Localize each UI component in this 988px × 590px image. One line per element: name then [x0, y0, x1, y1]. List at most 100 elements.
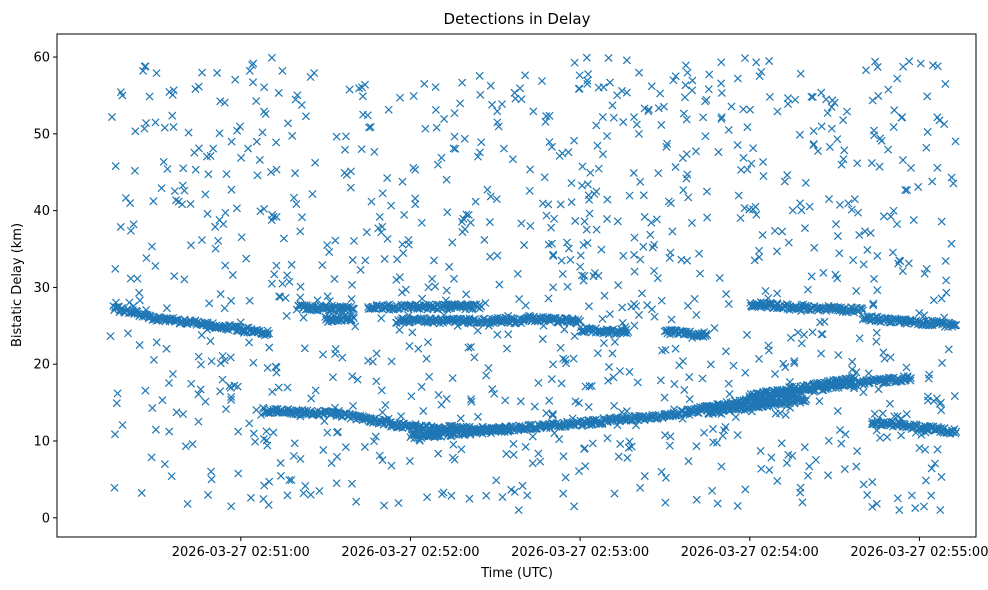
data-point — [133, 274, 142, 283]
data-point — [194, 417, 203, 426]
data-point — [323, 292, 332, 301]
data-point — [116, 222, 125, 231]
data-point — [734, 191, 743, 200]
data-point — [727, 102, 736, 111]
data-point — [162, 344, 171, 353]
data-point — [126, 226, 135, 235]
data-point — [600, 291, 609, 300]
data-point — [941, 257, 950, 266]
data-point — [308, 190, 317, 199]
data-point — [221, 261, 230, 270]
data-point — [323, 428, 332, 437]
data-point — [692, 310, 701, 319]
data-point — [795, 130, 804, 139]
data-point — [482, 491, 491, 500]
data-point — [213, 68, 222, 77]
data-point — [752, 210, 761, 219]
data-point — [378, 189, 387, 198]
data-point — [211, 244, 220, 253]
data-point — [783, 94, 793, 103]
data-point — [148, 404, 157, 413]
data-point — [205, 299, 214, 308]
data-point — [548, 411, 557, 420]
data-point — [872, 337, 881, 346]
data-point — [634, 129, 643, 138]
data-point — [417, 382, 426, 391]
data-point — [423, 493, 432, 502]
data-point — [456, 414, 465, 423]
data-point — [340, 145, 350, 154]
data-point — [263, 363, 272, 372]
data-point — [598, 113, 607, 122]
data-point — [167, 472, 176, 481]
data-point — [293, 91, 302, 100]
data-point — [923, 127, 932, 136]
data-point — [640, 212, 649, 221]
data-point — [112, 399, 121, 408]
data-point — [604, 362, 614, 371]
data-point — [688, 76, 697, 85]
data-point — [395, 325, 404, 334]
data-point — [366, 123, 375, 132]
data-point — [450, 455, 459, 464]
data-point — [313, 296, 322, 305]
data-point — [740, 54, 750, 63]
data-point — [342, 170, 351, 179]
data-point — [333, 452, 342, 461]
data-point — [207, 475, 216, 484]
data-point — [486, 81, 495, 90]
data-point — [267, 53, 276, 62]
data-point — [679, 109, 688, 118]
data-point — [318, 261, 327, 270]
data-point — [292, 200, 301, 209]
data-point — [181, 442, 190, 451]
data-point — [378, 456, 387, 465]
data-point — [282, 311, 291, 320]
data-point — [622, 56, 631, 65]
data-point — [884, 145, 893, 154]
data-point — [927, 464, 936, 473]
data-point — [647, 305, 656, 314]
data-point — [283, 119, 293, 128]
data-point — [319, 446, 328, 455]
data-point — [593, 349, 602, 358]
data-point — [367, 197, 376, 206]
data-point — [893, 494, 902, 503]
data-point — [940, 120, 949, 129]
data-point — [625, 437, 634, 446]
data-point — [636, 255, 645, 264]
data-point — [221, 405, 231, 414]
data-point — [194, 82, 203, 91]
data-point — [936, 398, 945, 407]
data-point — [145, 92, 154, 101]
data-point — [889, 206, 898, 215]
data-point — [761, 286, 770, 296]
data-point — [756, 446, 765, 455]
data-point — [815, 397, 824, 406]
data-point — [724, 379, 733, 388]
data-point — [545, 111, 554, 120]
data-point — [233, 126, 242, 135]
data-point — [952, 321, 961, 330]
data-point — [515, 294, 524, 304]
data-point — [465, 494, 474, 503]
data-point — [824, 471, 833, 480]
data-point — [576, 251, 585, 260]
data-point — [640, 472, 649, 481]
data-point — [493, 107, 502, 116]
data-point — [733, 431, 742, 440]
data-point — [585, 209, 594, 218]
data-point — [196, 385, 205, 394]
data-point — [848, 357, 857, 366]
data-point — [411, 194, 420, 203]
data-point — [567, 198, 576, 207]
data-point — [605, 78, 614, 87]
data-point — [647, 82, 656, 91]
data-point — [773, 107, 782, 116]
data-point — [682, 115, 691, 124]
data-point — [570, 332, 579, 341]
data-point — [168, 111, 177, 120]
data-point — [874, 91, 883, 100]
data-point — [440, 114, 449, 123]
data-point — [866, 228, 875, 238]
